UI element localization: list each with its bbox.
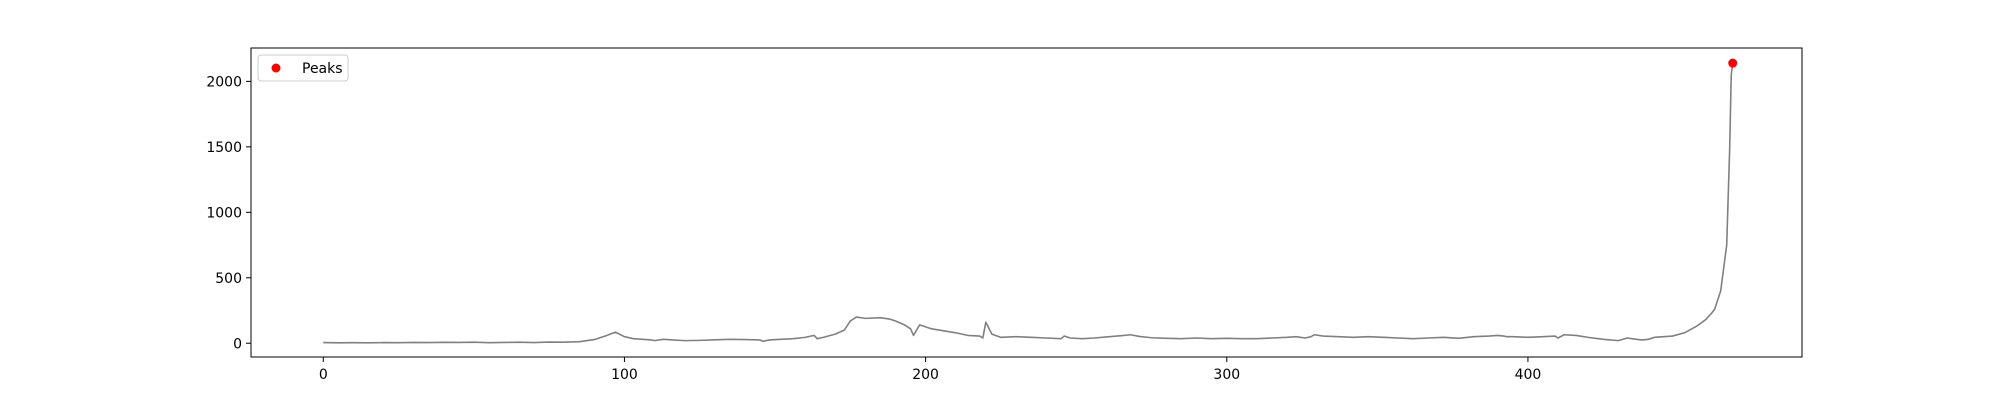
legend-marker-peaks: [271, 63, 281, 73]
x-tick-label: 200: [912, 367, 939, 383]
x-axis: 0 100 200 300 400: [319, 357, 1541, 383]
series-line-0: [323, 62, 1734, 344]
legend: Peaks: [257, 54, 349, 82]
plot-frame: [250, 47, 1803, 358]
x-tick-label: 0: [319, 367, 328, 383]
y-tick-label: 2000: [206, 74, 242, 90]
y-tick-label: 500: [215, 271, 242, 287]
y-tick-label: 1000: [206, 205, 242, 221]
x-tick-label: 100: [611, 367, 638, 383]
y-tick-label: 1500: [206, 140, 242, 156]
x-tick-label: 400: [1515, 367, 1542, 383]
legend-label-peaks: Peaks: [302, 61, 343, 77]
series-layer: [323, 58, 1738, 344]
legend-box: [257, 54, 349, 82]
y-axis: 0 500 1000 1500 2000: [206, 74, 251, 352]
x-tick-label: 300: [1213, 367, 1240, 383]
peak-point: [1728, 58, 1738, 68]
y-tick-label: 0: [233, 336, 242, 352]
